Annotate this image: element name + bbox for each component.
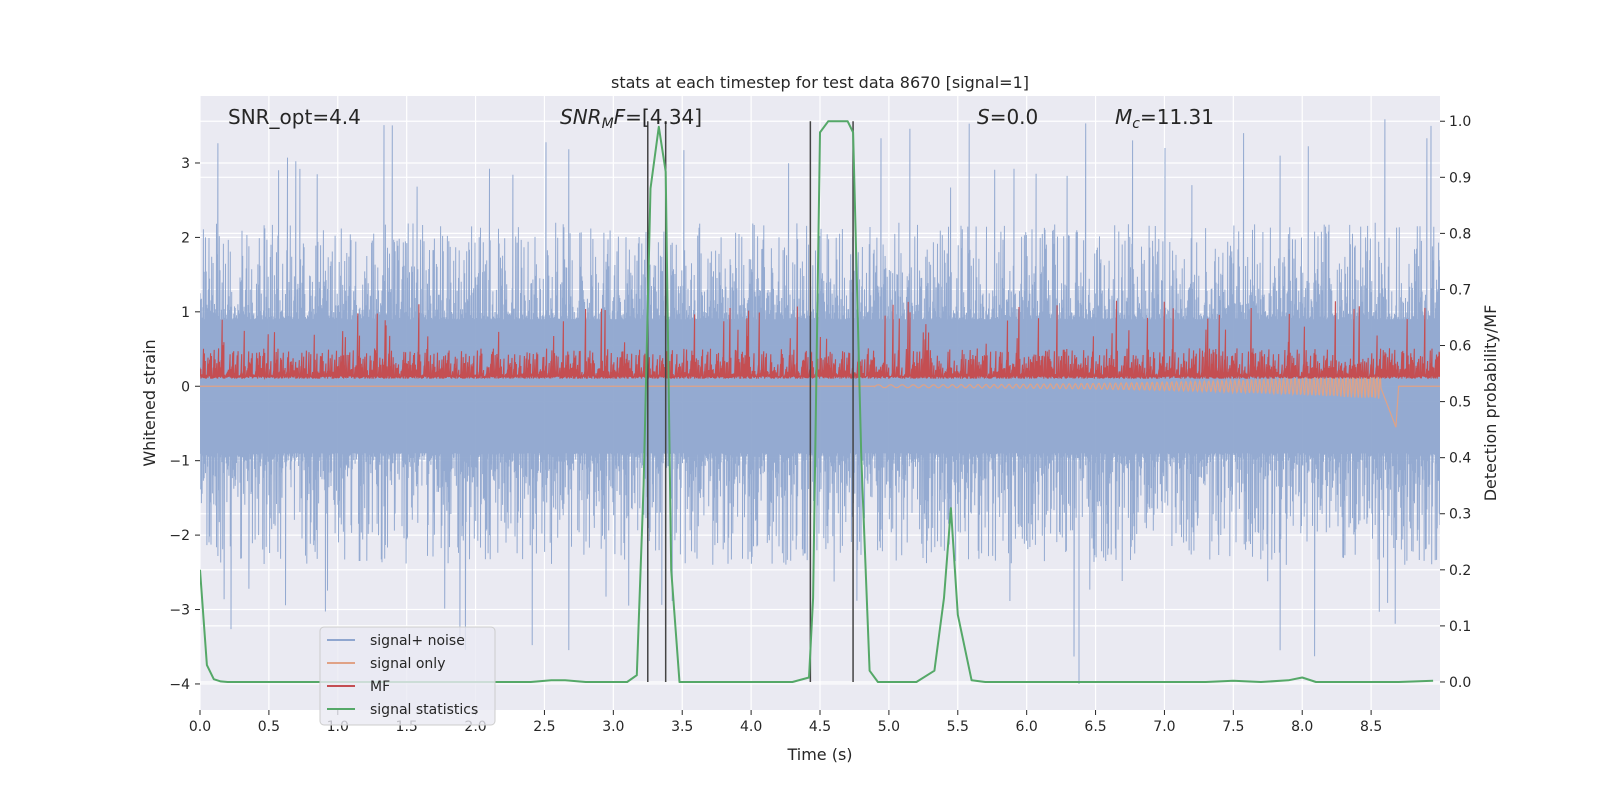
signal-noise-line xyxy=(200,119,1440,684)
x-tick-label: 6.5 xyxy=(1084,719,1106,735)
annotation-s-value: =0.0 xyxy=(990,105,1039,129)
annotation-mc-symbol: M xyxy=(1115,105,1132,129)
left-axis-ticks: 3 2 1 0 −1 −2 −3 −4 xyxy=(169,156,200,693)
right-tick-label: 0.5 xyxy=(1449,395,1471,411)
right-tick-label: 0.0 xyxy=(1449,675,1471,691)
x-axis-label: Time (s) xyxy=(786,745,852,764)
annotation-s-symbol: S xyxy=(977,105,990,129)
right-tick-label: 1.0 xyxy=(1449,114,1471,130)
annotation-snr-mf-subscript: M xyxy=(602,116,614,132)
left-axis-label: Whitened strain xyxy=(140,339,159,466)
x-tick-label: 3.0 xyxy=(602,719,624,735)
x-tick-label: 8.0 xyxy=(1291,719,1313,735)
x-tick-label: 5.0 xyxy=(878,719,900,735)
annotation-snr-mf-f: F xyxy=(614,105,626,129)
legend-box xyxy=(319,626,496,726)
left-tick-label: 3 xyxy=(181,156,190,172)
left-tick-label: −2 xyxy=(169,528,190,544)
right-tick-label: 0.6 xyxy=(1449,339,1471,355)
annotation-snr-mf-value: =[4.34] xyxy=(625,105,702,129)
annotation-s: S=0.0 xyxy=(977,105,1038,129)
right-tick-label: 0.3 xyxy=(1449,507,1471,523)
mf-series xyxy=(200,300,1440,380)
right-tick-label: 0.1 xyxy=(1449,619,1471,635)
signal-statistics-line xyxy=(200,120,1434,683)
x-tick-label: 4.0 xyxy=(740,719,762,735)
right-tick-label: 0.4 xyxy=(1449,451,1471,467)
legend: signal+ noise signal only MF signal stat… xyxy=(319,626,496,726)
x-tick-label: 0.5 xyxy=(258,719,280,735)
x-tick-label: 4.5 xyxy=(809,719,831,735)
right-axis-label: Detection probability/MF xyxy=(1481,305,1500,502)
x-tick-label: 7.5 xyxy=(1222,719,1244,735)
signal-noise-series xyxy=(200,119,1440,684)
legend-label-mf: MF xyxy=(370,679,390,695)
right-tick-label: 0.9 xyxy=(1449,170,1471,186)
x-tick-label: 0.0 xyxy=(189,719,211,735)
right-tick-label: 0.8 xyxy=(1449,226,1471,242)
annotation-mc: Mc=11.31 xyxy=(1115,105,1214,132)
right-tick-label: 0.2 xyxy=(1449,563,1471,579)
x-tick-label: 5.5 xyxy=(947,719,969,735)
left-tick-label: −3 xyxy=(169,603,190,619)
annotation-mc-value: =11.31 xyxy=(1140,105,1214,129)
right-tick-label: 0.7 xyxy=(1449,282,1471,298)
annotation-snr-opt: SNR_opt=4.4 xyxy=(228,105,361,129)
annotation-snr-mf: SNRMF=[4.34] xyxy=(560,105,702,132)
mf-line xyxy=(200,300,1440,380)
x-tick-label: 7.0 xyxy=(1153,719,1175,735)
annotation-mc-subscript: c xyxy=(1132,116,1140,132)
x-axis-ticks: 0.0 0.5 1.0 1.5 2.0 2.5 3.0 3.5 4.0 4.5 5.0 5.5 6.0 6… xyxy=(189,710,1382,735)
left-tick-label: 1 xyxy=(181,305,190,321)
x-tick-label: 2.5 xyxy=(533,719,555,735)
legend-label-signal-statistics: signal statistics xyxy=(370,702,478,718)
legend-label-signal-only: signal only xyxy=(370,656,445,672)
right-axis-ticks: 1.0 0.9 0.8 0.7 0.6 0.5 0.4 0.3 0.2 0.1 0.0 xyxy=(1440,114,1471,691)
left-tick-label: −1 xyxy=(169,454,190,470)
signal-statistics-series xyxy=(200,120,1434,683)
chart-title: stats at each timestep for test data 867… xyxy=(611,73,1029,92)
annotation-snr-mf-symbol: SNR xyxy=(560,105,602,129)
left-tick-label: 2 xyxy=(181,230,190,246)
x-tick-label: 8.5 xyxy=(1360,719,1382,735)
x-tick-label: 6.0 xyxy=(1016,719,1038,735)
left-tick-label: −4 xyxy=(169,677,190,693)
x-tick-label: 3.5 xyxy=(671,719,693,735)
legend-label-signal-noise: signal+ noise xyxy=(370,633,465,649)
left-tick-label: 0 xyxy=(181,379,190,395)
